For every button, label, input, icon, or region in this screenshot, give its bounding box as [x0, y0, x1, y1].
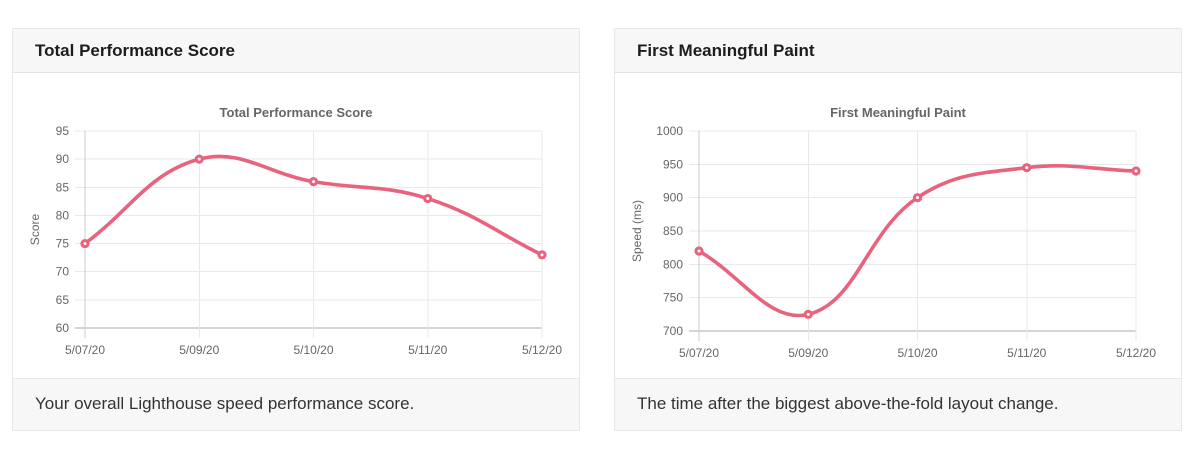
card-title: Total Performance Score	[35, 41, 235, 60]
svg-text:1000: 1000	[656, 124, 683, 138]
card-footer: Your overall Lighthouse speed performanc…	[13, 378, 579, 430]
svg-text:750: 750	[663, 291, 683, 305]
svg-text:5/09/20: 5/09/20	[179, 343, 219, 357]
chart-description: Your overall Lighthouse speed performanc…	[35, 394, 415, 413]
svg-text:60: 60	[56, 321, 70, 335]
svg-text:Total Performance Score: Total Performance Score	[220, 105, 373, 120]
svg-text:850: 850	[663, 224, 683, 238]
svg-text:950: 950	[663, 157, 683, 171]
card-first-meaningful-paint: First Meaningful Paint 700 750 800 850 900 95…	[614, 28, 1182, 431]
svg-text:5/07/20: 5/07/20	[65, 343, 105, 357]
svg-text:95: 95	[56, 124, 70, 138]
card-title: First Meaningful Paint	[637, 41, 815, 60]
card-header: Total Performance Score	[13, 29, 579, 73]
svg-text:5/10/20: 5/10/20	[897, 346, 937, 360]
svg-text:700: 700	[663, 324, 683, 338]
svg-text:5/12/20: 5/12/20	[522, 343, 562, 357]
svg-text:75: 75	[56, 237, 70, 251]
chart-description: The time after the biggest above-the-fol…	[637, 394, 1059, 413]
svg-text:5/11/20: 5/11/20	[1007, 346, 1046, 360]
svg-text:80: 80	[56, 208, 70, 222]
svg-text:5/07/20: 5/07/20	[679, 346, 719, 360]
svg-text:Speed (ms): Speed (ms)	[630, 200, 644, 262]
svg-text:5/10/20: 5/10/20	[293, 343, 333, 357]
cards-row: Total Performance Score 60 65 70 75 80 85 90 95…	[12, 28, 1182, 431]
svg-text:70: 70	[56, 265, 70, 279]
svg-text:5/11/20: 5/11/20	[408, 343, 447, 357]
card-footer: The time after the biggest above-the-fol…	[615, 378, 1181, 430]
svg-text:65: 65	[56, 293, 70, 307]
line-chart-canvas[interactable]: 700 750 800 850 900 950 1000 5/07/20 5/09/20 5/10…	[615, 73, 1181, 378]
svg-text:5/09/20: 5/09/20	[788, 346, 828, 360]
card-header: First Meaningful Paint	[615, 29, 1181, 73]
svg-text:5/12/20: 5/12/20	[1116, 346, 1156, 360]
svg-text:90: 90	[56, 152, 70, 166]
svg-text:85: 85	[56, 180, 70, 194]
svg-text:900: 900	[663, 191, 683, 205]
chart-container: 700 750 800 850 900 950 1000 5/07/20 5/09/20 5/10…	[615, 73, 1181, 378]
svg-text:First Meaningful Paint: First Meaningful Paint	[830, 105, 966, 120]
svg-text:Score: Score	[28, 214, 42, 246]
chart-container: 60 65 70 75 80 85 90 95 5/07/20 5/09/20 5/10/20 5/1…	[13, 73, 579, 378]
line-chart-canvas[interactable]: 60 65 70 75 80 85 90 95 5/07/20 5/09/20 5/10/20 5/1…	[13, 73, 579, 378]
svg-text:800: 800	[663, 257, 683, 271]
card-total-performance-score: Total Performance Score 60 65 70 75 80 85 90 95…	[12, 28, 580, 431]
